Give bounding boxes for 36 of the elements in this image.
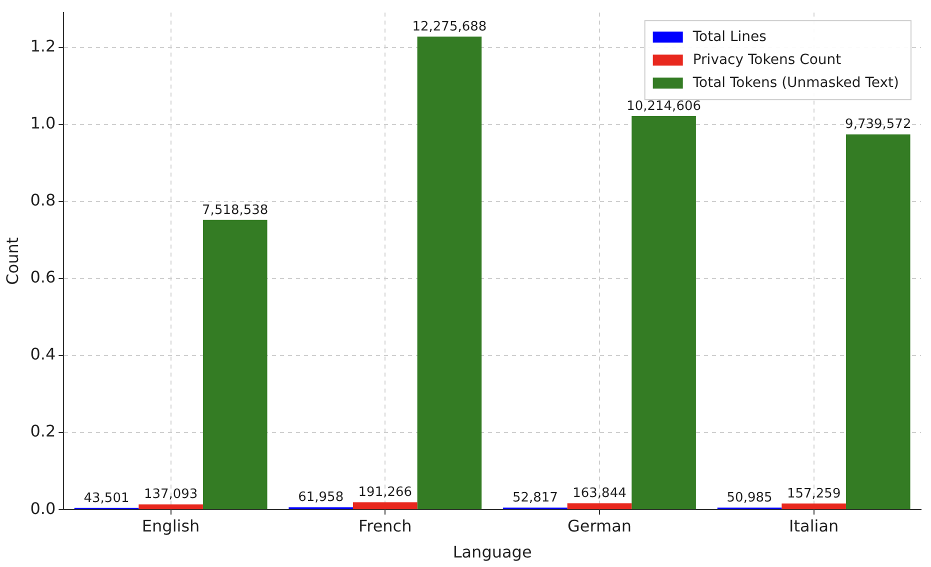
y-tick-label: 1.2 — [30, 36, 56, 56]
annotation: 9,739,572 — [845, 117, 912, 132]
x-axis-title: Language — [452, 542, 532, 562]
bar — [846, 134, 910, 510]
annotation: 50,985 — [726, 490, 772, 506]
bar — [353, 502, 418, 510]
y-tick-label: 1.0 — [30, 113, 56, 132]
y-tick-label: 0.0 — [30, 498, 56, 518]
annotation: 10,214,606 — [626, 98, 702, 114]
y-tick-label: 0.2 — [30, 422, 56, 441]
x-tick-label: Italian — [789, 516, 839, 536]
y-tick-label: 0.6 — [30, 268, 56, 287]
bar — [417, 36, 482, 510]
y-tick-label: 0.4 — [30, 344, 56, 364]
annotation: 43,501 — [84, 490, 130, 506]
legend-label: Total Lines — [692, 29, 766, 46]
x-tick-label: English — [142, 516, 200, 536]
y-axis-title: Count — [2, 237, 22, 285]
bar — [782, 504, 846, 510]
legend-label: Privacy Tokens Count — [692, 52, 842, 68]
annotation: 137,093 — [144, 487, 198, 502]
annotation: 191,266 — [358, 485, 412, 500]
annotation: 52,817 — [512, 490, 558, 506]
x-tick-label: French — [358, 516, 412, 536]
annotation: 7,518,538 — [202, 202, 268, 218]
x-tick-label: German — [567, 516, 632, 536]
annotation: 157,259 — [786, 486, 841, 502]
legend-label: Total Tokens (Unmasked Text) — [692, 75, 900, 92]
bar — [138, 504, 203, 510]
y-tick-label: 0.8 — [30, 190, 56, 210]
bar — [567, 503, 632, 510]
bar — [632, 116, 696, 510]
annotation: 61,958 — [298, 490, 344, 506]
annotation: 12,275,688 — [412, 20, 487, 35]
bar — [202, 220, 268, 510]
annotation: 163,844 — [572, 486, 626, 502]
